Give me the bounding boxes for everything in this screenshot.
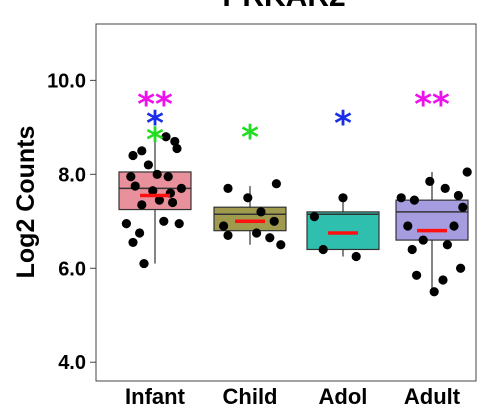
data-point: [407, 244, 417, 255]
box-adol: [306, 211, 380, 251]
data-point: [429, 287, 439, 297]
data-point: [449, 221, 459, 231]
data-point: [152, 169, 162, 179]
y-ticks: 4.0 6.0 8.0 10.0: [47, 70, 96, 374]
data-point: [176, 183, 186, 194]
y-tick-label: 10.0: [47, 70, 86, 92]
data-point: [418, 235, 428, 245]
data-point: [338, 193, 348, 203]
data-point: [456, 263, 466, 273]
significance-marker: *: [146, 104, 164, 144]
data-point: [143, 160, 153, 170]
data-point: [271, 179, 281, 189]
data-point: [161, 132, 171, 142]
data-point: [172, 143, 182, 154]
x-tick-label: Child: [223, 384, 278, 409]
data-point: [137, 146, 147, 156]
x-tick-label: Adol: [319, 384, 368, 409]
data-point: [137, 200, 147, 210]
data-point: [135, 228, 145, 238]
data-point: [462, 167, 472, 177]
data-point: [168, 197, 178, 208]
data-point: [219, 221, 229, 231]
box-child: [213, 206, 287, 232]
x-tick-label: Infant: [125, 384, 186, 409]
data-point: [351, 251, 361, 262]
y-tick-label: 8.0: [58, 164, 86, 186]
data-point: [163, 172, 173, 182]
data-point: [128, 150, 138, 161]
y-tick-label: 6.0: [58, 258, 86, 280]
data-point: [223, 230, 233, 240]
data-point: [438, 275, 448, 285]
data-point: [223, 183, 233, 194]
data-point: [126, 172, 136, 182]
data-point: [425, 176, 435, 186]
data-point: [276, 240, 286, 250]
data-point: [159, 216, 169, 226]
significance-marker: *: [241, 118, 259, 158]
y-axis-title: Log2 Counts: [12, 126, 40, 279]
data-point: [130, 181, 140, 191]
x-tick-label: Adult: [404, 384, 461, 409]
x-labels: Infant Child Adol Adult: [125, 384, 461, 409]
annotations: **** * * **: [137, 85, 450, 160]
data-point: [442, 240, 452, 250]
data-point: [265, 233, 275, 243]
data-point: [128, 237, 138, 248]
significance-marker: **: [137, 85, 173, 125]
significance-marker: *: [334, 104, 352, 144]
data-point: [256, 207, 266, 217]
data-point: [458, 202, 468, 212]
data-point: [174, 219, 184, 229]
data-point: [139, 258, 149, 269]
data-point: [396, 193, 406, 203]
chart-title: PRKAR2: [222, 0, 345, 13]
data-point: [148, 186, 158, 196]
data-point: [440, 183, 450, 194]
data-point: [309, 211, 319, 222]
data-point: [243, 193, 253, 203]
data-point: [318, 244, 328, 255]
data-point: [403, 221, 413, 231]
data-point: [412, 270, 422, 280]
y-tick-label: 4.0: [58, 352, 86, 374]
data-point: [409, 195, 419, 205]
plot-panel: [95, 23, 477, 382]
data-point: [170, 136, 180, 147]
data-point: [453, 190, 463, 201]
significance-marker: **: [414, 85, 450, 125]
data-point: [252, 228, 262, 238]
data-point: [121, 219, 131, 229]
data-point: [154, 195, 164, 205]
points: [121, 132, 472, 297]
significance-marker: *: [146, 120, 164, 160]
box-adult: [395, 199, 469, 241]
data-point: [269, 216, 279, 226]
